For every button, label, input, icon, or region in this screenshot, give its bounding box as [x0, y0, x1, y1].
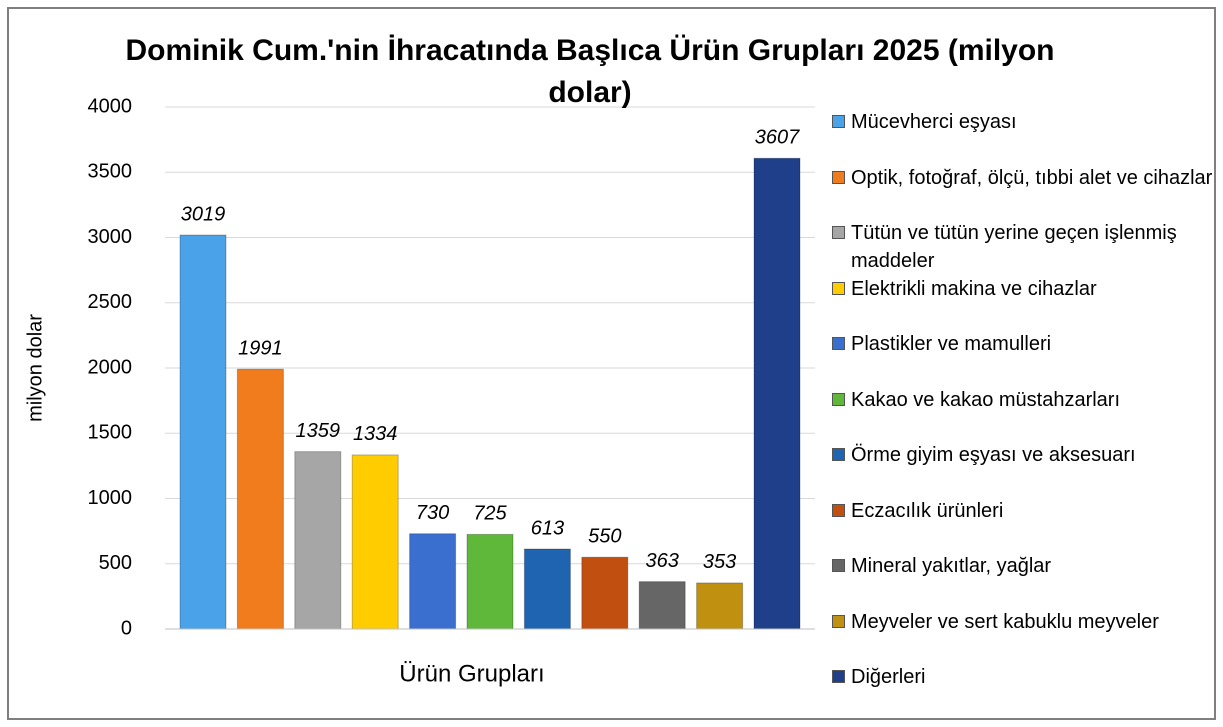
y-tick-label: 4000 [88, 95, 133, 117]
legend-label: Optik, fotoğraf, ölçü, tıbbi alet ve cih… [851, 166, 1213, 189]
y-tick-label: 0 [121, 617, 132, 639]
data-label: 613 [531, 517, 564, 539]
bar [466, 533, 514, 630]
y-tick-label: 2000 [88, 356, 133, 378]
bar [236, 368, 284, 630]
y-tick-label: 3000 [88, 226, 133, 248]
bar [351, 454, 399, 630]
bar [179, 234, 227, 630]
legend-swatch [832, 448, 845, 461]
legend-entry: Eczacılık ürünleri [832, 497, 1217, 525]
legend-entry: Kakao ve kakao müstahzarları [832, 386, 1217, 414]
legend-swatch [832, 614, 845, 628]
legend-label: Diğerleri [851, 666, 926, 688]
y-tick-label: 1500 [88, 422, 133, 444]
data-label: 363 [646, 550, 679, 572]
data-label: 3607 [755, 127, 800, 149]
legend-swatch [832, 170, 845, 184]
legend-entry: Meyveler ve sert kabuklu meyveler [832, 608, 1217, 636]
legend-label: Elektrikli makina ve cihazlar [851, 277, 1097, 300]
legend-swatch [832, 281, 845, 295]
y-tick-label: 2500 [88, 291, 133, 313]
legend-label: Plastikler ve mamulleri [851, 333, 1052, 355]
legend-swatch [832, 226, 845, 239]
legend-entry: Örme giyim eşyası ve aksesuarı [832, 441, 1217, 469]
y-tick-label: 3500 [88, 161, 133, 183]
legend-entry: Mineral yakıtlar, yağlar [832, 552, 1217, 580]
legend-label: Mineral yakıtlar, yağlar [851, 555, 1052, 577]
chart-title: Dominik Cum.'nin İhracatında Başlıca Ürü… [125, 34, 1055, 109]
legend-label: Kakao ve kakao müstahzarları [851, 388, 1121, 411]
x-axis-title: Ürün Grupları [399, 660, 544, 687]
legend-entry: Plastikler ve mamulleri [832, 330, 1217, 358]
data-label: 1991 [238, 337, 283, 359]
bar [523, 548, 571, 630]
legend-entry: Tütün ve tütün yerine geçen işlenmiş mad… [832, 219, 1217, 275]
data-label: 730 [416, 502, 449, 524]
legend-entry: Mücevherci eşyası [832, 108, 1217, 136]
legend-entry: Diğerleri [832, 663, 1217, 691]
legend-swatch [832, 670, 845, 683]
legend-swatch [832, 392, 845, 406]
legend-swatch [832, 337, 845, 350]
legend-swatch [832, 115, 845, 128]
legend-label: Eczacılık ürünleri [851, 499, 1004, 522]
legend-label: Tütün ve tütün yerine geçen işlenmiş mad… [851, 222, 1177, 272]
data-label: 1359 [296, 420, 341, 442]
y-tick-label: 1000 [88, 487, 133, 509]
data-label: 353 [703, 551, 736, 573]
bar [638, 581, 686, 630]
bar [409, 533, 457, 630]
legend-label: Mücevherci eşyası [851, 111, 1017, 133]
bar [294, 451, 342, 630]
frame [7, 7, 1216, 720]
legend-entry: Optik, fotoğraf, ölçü, tıbbi alet ve cih… [832, 164, 1217, 192]
data-label: 1334 [353, 423, 398, 445]
legend-label: Örme giyim eşyası ve aksesuarı [851, 444, 1136, 466]
bar [753, 157, 801, 630]
data-label: 550 [588, 526, 621, 548]
bar [696, 582, 744, 630]
data-label: 3019 [181, 203, 226, 225]
y-tick-label: 500 [99, 552, 132, 574]
bar [581, 556, 629, 630]
data-label: 725 [473, 503, 507, 525]
legend-entry: Elektrikli makina ve cihazlar [832, 275, 1217, 303]
legend-swatch [832, 503, 845, 517]
legend-swatch [832, 559, 845, 572]
y-axis-title: milyon dolar [24, 314, 46, 422]
legend-label: Meyveler ve sert kabuklu meyveler [851, 610, 1159, 633]
